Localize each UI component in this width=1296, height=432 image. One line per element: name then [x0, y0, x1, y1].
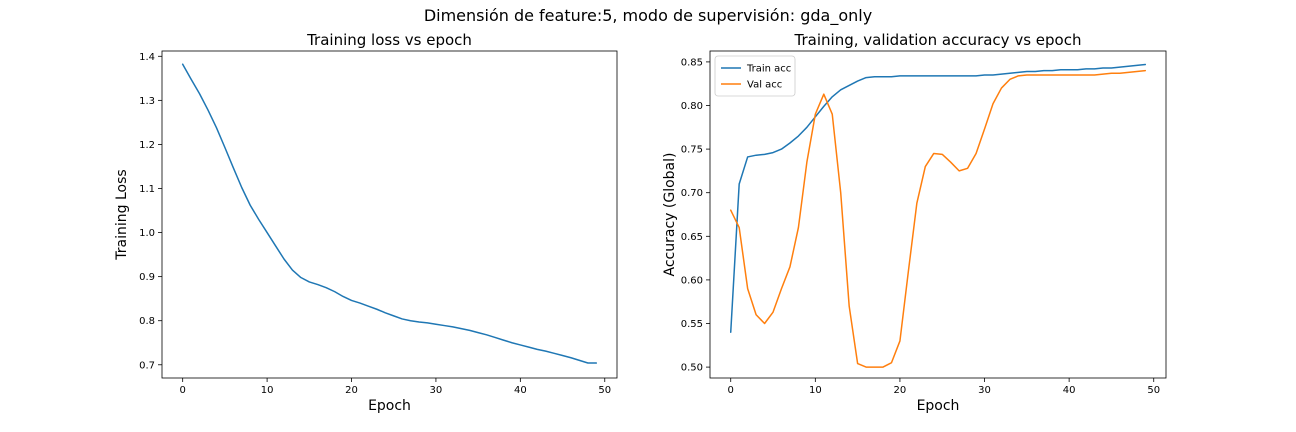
x-tick-label: 50	[598, 385, 611, 396]
x-axis-label: Epoch	[917, 398, 960, 414]
y-tick-label: 1.0	[139, 228, 155, 239]
x-tick-label: 30	[978, 385, 991, 396]
y-tick-label: 1.1	[139, 184, 155, 195]
series-line-train-acc	[729, 63, 1147, 333]
y-axis-label: Accuracy (Global)	[662, 153, 678, 277]
x-tick-label: 10	[809, 385, 822, 396]
axes-frame	[709, 50, 1167, 379]
x-axis-label: Epoch	[368, 398, 411, 414]
x-tick-label: 0	[728, 385, 734, 396]
legend-label: Train acc	[746, 64, 791, 75]
series-line-1	[181, 63, 598, 364]
y-tick-label: 0.8	[139, 316, 155, 327]
y-tick-label: 0.75	[681, 145, 703, 156]
legend: Train acc Val acc	[714, 55, 796, 97]
figure-suptitle: Dimensión de feature:5, modo de supervis…	[423, 6, 873, 25]
x-tick-label: 40	[514, 385, 527, 396]
x-tick-label: 50	[1147, 385, 1160, 396]
y-tick-label: 1.4	[139, 52, 155, 63]
x-tick-label: 20	[345, 385, 358, 396]
y-tick-label: 0.9	[139, 272, 155, 283]
y-tick-label: 0.85	[681, 57, 703, 68]
x-tick-label: 10	[261, 385, 274, 396]
legend-label: Val acc	[747, 80, 782, 91]
axes-frame	[161, 50, 618, 379]
y-tick-label: 0.7	[139, 360, 155, 371]
y-tick-label: 0.55	[681, 319, 703, 330]
chart-2: 0 10 20 30 40 50 0.50 0.55 0.60 0.65 0.70 0.75 0.80 0…	[662, 31, 1167, 414]
legend-box	[714, 55, 796, 97]
x-tick-label: 20	[894, 385, 907, 396]
y-tick-label: 0.60	[681, 275, 703, 286]
y-axis-label: Training Loss	[114, 169, 130, 260]
y-tick-label: 1.3	[139, 96, 155, 107]
y-tick-label: 1.2	[139, 140, 155, 151]
y-tick-label: 0.80	[681, 101, 703, 112]
series-line-val-acc	[729, 69, 1147, 368]
chart-title: Training, validation accuracy vs epoch	[794, 31, 1082, 49]
y-tick-label: 0.70	[681, 188, 703, 199]
x-tick-label: 30	[430, 385, 443, 396]
y-tick-label: 0.65	[681, 232, 703, 243]
y-tick-label: 0.50	[681, 363, 703, 374]
chart-title: Training loss vs epoch	[306, 31, 472, 49]
x-tick-label: 40	[1063, 385, 1076, 396]
chart-1: 0 10 20 30 40 50 0.7 0.8 0.9 1.0 1.1 1.2 1.3 1.4 Train…	[114, 31, 618, 414]
x-tick-label: 0	[179, 385, 185, 396]
